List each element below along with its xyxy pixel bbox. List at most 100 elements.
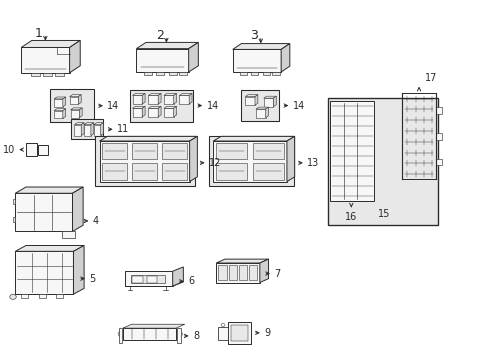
Polygon shape bbox=[255, 107, 268, 109]
Bar bbox=[227, 322, 251, 344]
Polygon shape bbox=[163, 108, 173, 117]
Polygon shape bbox=[100, 141, 189, 181]
Bar bbox=[38, 144, 48, 155]
Polygon shape bbox=[263, 96, 276, 98]
Bar bbox=[435, 107, 441, 114]
Polygon shape bbox=[69, 95, 81, 96]
Text: 11: 11 bbox=[117, 124, 129, 134]
Circle shape bbox=[175, 331, 182, 337]
Polygon shape bbox=[273, 96, 276, 107]
Text: 14: 14 bbox=[292, 100, 305, 111]
Polygon shape bbox=[94, 123, 103, 125]
Bar bbox=[218, 265, 226, 280]
Bar bbox=[435, 133, 441, 140]
Polygon shape bbox=[74, 123, 84, 125]
Polygon shape bbox=[179, 95, 189, 104]
Polygon shape bbox=[54, 97, 65, 99]
Text: 16: 16 bbox=[345, 212, 357, 222]
Polygon shape bbox=[142, 94, 145, 104]
Bar bbox=[118, 328, 122, 343]
Bar bbox=[179, 72, 187, 75]
Polygon shape bbox=[265, 107, 268, 118]
Text: 12: 12 bbox=[208, 158, 221, 168]
Polygon shape bbox=[172, 267, 183, 286]
Polygon shape bbox=[54, 109, 65, 111]
Polygon shape bbox=[69, 40, 80, 73]
Bar bbox=[26, 143, 37, 156]
Bar bbox=[50, 89, 94, 122]
Polygon shape bbox=[148, 95, 158, 104]
Polygon shape bbox=[245, 95, 257, 96]
Polygon shape bbox=[281, 44, 289, 72]
Bar bbox=[272, 72, 279, 75]
Text: 2: 2 bbox=[156, 29, 163, 42]
Polygon shape bbox=[125, 271, 172, 286]
Bar bbox=[168, 72, 176, 75]
Bar bbox=[435, 159, 441, 166]
Bar bbox=[327, 98, 437, 225]
Bar bbox=[216, 143, 247, 159]
Polygon shape bbox=[72, 187, 83, 231]
Polygon shape bbox=[232, 44, 289, 49]
Text: 15: 15 bbox=[377, 209, 389, 219]
Polygon shape bbox=[122, 328, 176, 340]
Polygon shape bbox=[173, 94, 176, 104]
Polygon shape bbox=[132, 108, 142, 117]
Polygon shape bbox=[286, 136, 294, 181]
Bar bbox=[251, 72, 258, 75]
Bar bbox=[216, 163, 247, 180]
Polygon shape bbox=[158, 106, 161, 117]
Text: 8: 8 bbox=[193, 331, 199, 341]
Polygon shape bbox=[15, 246, 84, 251]
Bar bbox=[262, 72, 269, 75]
Polygon shape bbox=[74, 125, 81, 136]
Polygon shape bbox=[39, 294, 45, 298]
Bar bbox=[132, 276, 142, 283]
Bar bbox=[131, 275, 165, 283]
Polygon shape bbox=[73, 246, 84, 294]
Polygon shape bbox=[213, 141, 286, 181]
Polygon shape bbox=[132, 95, 142, 104]
Bar bbox=[241, 90, 279, 121]
Polygon shape bbox=[56, 294, 63, 298]
Text: 17: 17 bbox=[424, 73, 436, 82]
Polygon shape bbox=[179, 94, 192, 95]
Polygon shape bbox=[189, 136, 197, 181]
Text: 14: 14 bbox=[107, 101, 120, 111]
Circle shape bbox=[118, 331, 125, 337]
Polygon shape bbox=[125, 282, 183, 286]
Text: 7: 7 bbox=[274, 269, 280, 279]
Text: 1: 1 bbox=[35, 27, 43, 40]
Bar bbox=[239, 265, 246, 280]
Polygon shape bbox=[94, 125, 101, 136]
Text: 3: 3 bbox=[250, 29, 258, 42]
Circle shape bbox=[244, 341, 248, 345]
Text: 6: 6 bbox=[188, 276, 194, 286]
Bar bbox=[13, 199, 15, 204]
Bar bbox=[156, 72, 164, 75]
Polygon shape bbox=[15, 193, 72, 231]
Polygon shape bbox=[232, 49, 281, 72]
Text: 4: 4 bbox=[93, 216, 99, 226]
Polygon shape bbox=[173, 106, 176, 117]
Bar bbox=[228, 265, 237, 280]
Polygon shape bbox=[148, 108, 158, 117]
Polygon shape bbox=[79, 108, 82, 118]
Bar bbox=[55, 73, 63, 76]
Bar bbox=[70, 119, 103, 139]
Bar bbox=[218, 327, 227, 340]
Polygon shape bbox=[148, 94, 161, 95]
Polygon shape bbox=[188, 42, 198, 72]
Bar bbox=[146, 276, 157, 283]
Polygon shape bbox=[62, 109, 65, 118]
Polygon shape bbox=[216, 263, 259, 283]
Polygon shape bbox=[259, 259, 268, 283]
Bar bbox=[13, 217, 15, 222]
Polygon shape bbox=[189, 94, 192, 104]
Polygon shape bbox=[132, 106, 145, 108]
Polygon shape bbox=[163, 95, 173, 104]
Text: 14: 14 bbox=[206, 100, 218, 111]
Polygon shape bbox=[163, 94, 176, 95]
Polygon shape bbox=[21, 48, 69, 73]
Bar bbox=[249, 265, 257, 280]
